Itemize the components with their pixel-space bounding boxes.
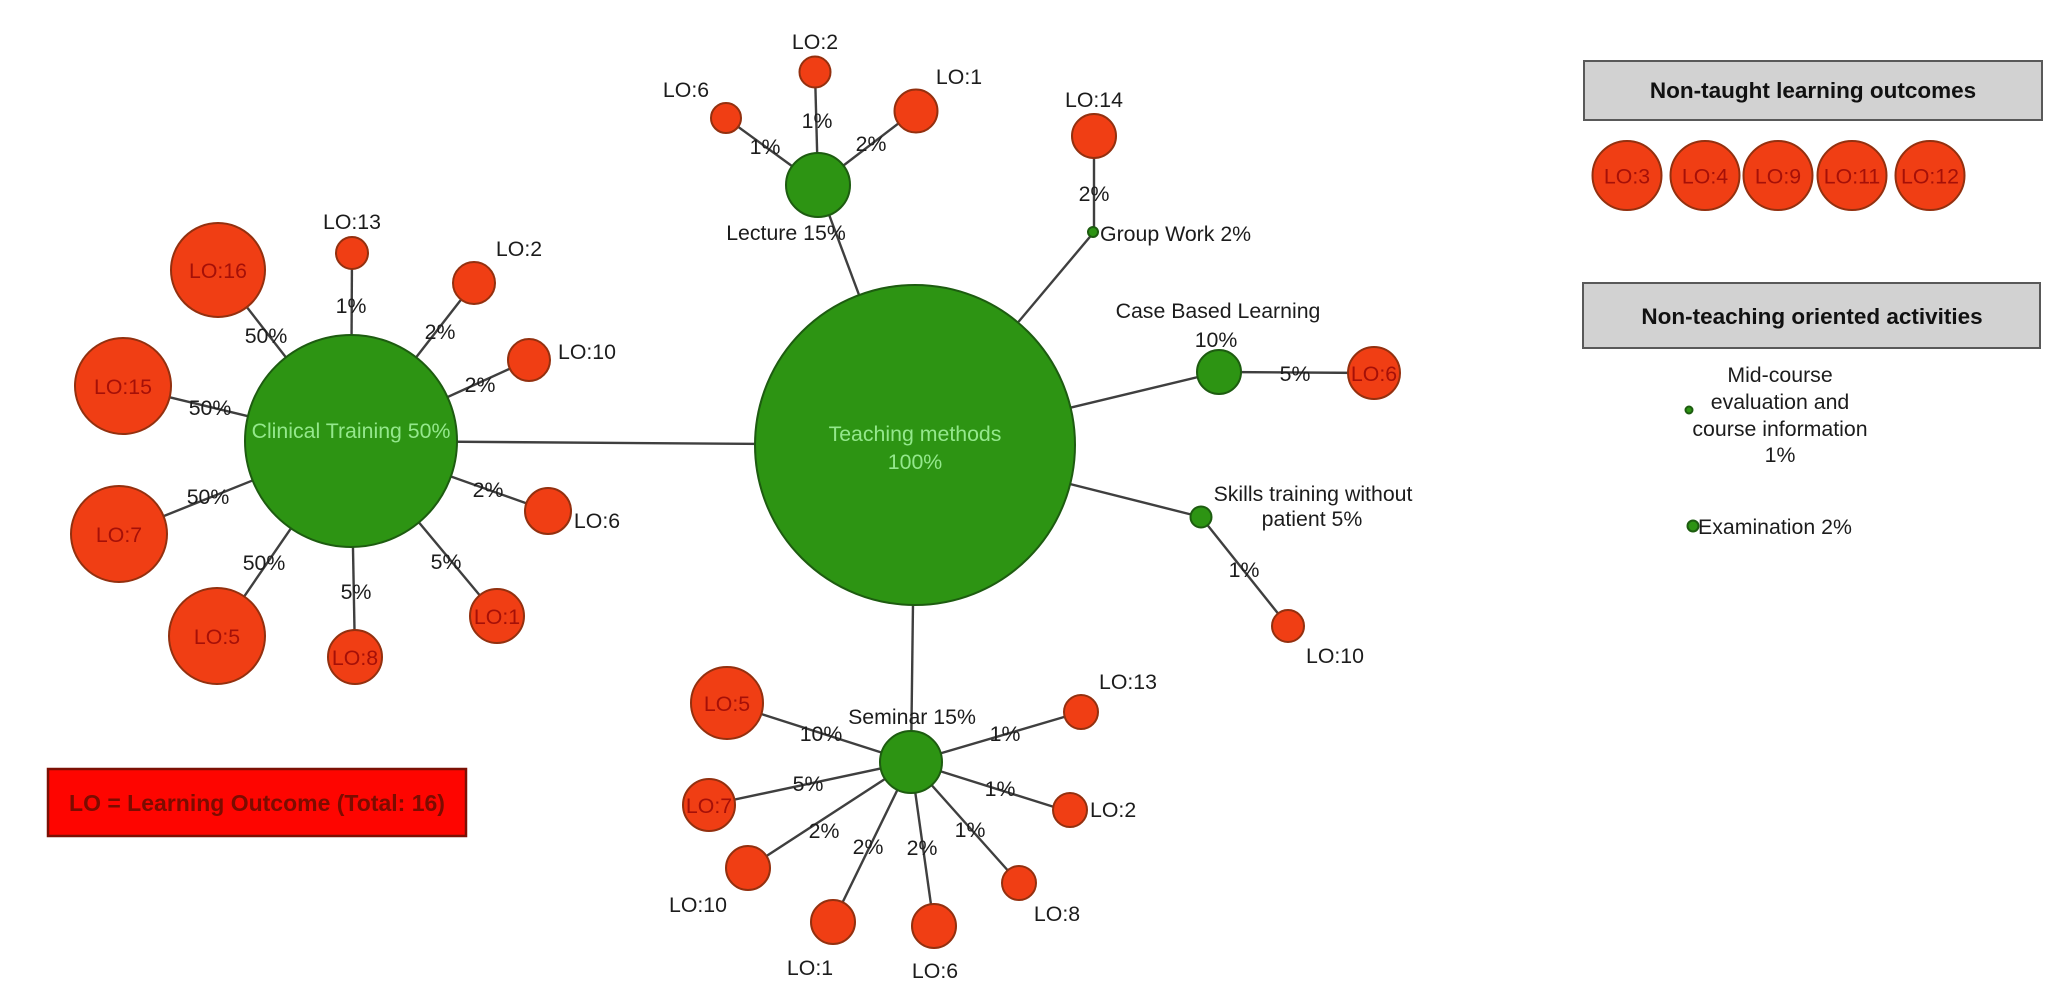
svg-text:1%: 1% <box>1229 558 1260 582</box>
svg-text:LO = Learning Outcome (Total:: LO = Learning Outcome (Total: 16) <box>69 790 445 816</box>
svg-text:LO:1: LO:1 <box>474 605 520 629</box>
svg-text:Seminar 15%: Seminar 15% <box>848 705 976 729</box>
svg-text:2%: 2% <box>809 819 840 843</box>
svg-text:5%: 5% <box>431 550 462 574</box>
svg-text:10%: 10% <box>1195 328 1238 352</box>
svg-text:LO:1: LO:1 <box>787 956 833 980</box>
svg-text:1%: 1% <box>750 135 781 159</box>
svg-text:2%: 2% <box>425 320 456 344</box>
svg-text:Non-teaching oriented activiti: Non-teaching oriented activities <box>1641 304 1982 329</box>
svg-text:LO:6: LO:6 <box>663 78 709 102</box>
svg-text:10%: 10% <box>800 722 843 746</box>
svg-text:LO:2: LO:2 <box>792 30 838 54</box>
svg-text:LO:1: LO:1 <box>936 65 982 89</box>
svg-text:1%: 1% <box>1765 443 1796 467</box>
svg-text:Teaching methods: Teaching methods <box>829 422 1002 446</box>
svg-text:LO:9: LO:9 <box>1755 165 1801 189</box>
svg-text:LO:6: LO:6 <box>574 509 620 533</box>
svg-text:LO:16: LO:16 <box>189 259 247 283</box>
svg-text:LO:5: LO:5 <box>194 625 240 649</box>
svg-text:1%: 1% <box>802 109 833 133</box>
svg-text:2%: 2% <box>1079 182 1110 206</box>
svg-text:50%: 50% <box>245 324 288 348</box>
svg-text:LO:14: LO:14 <box>1065 88 1123 112</box>
svg-text:LO:13: LO:13 <box>323 210 381 234</box>
svg-text:2%: 2% <box>907 836 938 860</box>
svg-text:5%: 5% <box>1280 362 1311 386</box>
svg-text:LO:12: LO:12 <box>1901 165 1959 189</box>
svg-text:5%: 5% <box>341 580 372 604</box>
svg-text:50%: 50% <box>189 396 232 420</box>
svg-text:evaluation and: evaluation and <box>1711 390 1850 414</box>
svg-text:1%: 1% <box>985 777 1016 801</box>
svg-text:2%: 2% <box>856 132 887 156</box>
svg-text:Mid-course: Mid-course <box>1727 363 1832 387</box>
svg-text:2%: 2% <box>853 835 884 859</box>
svg-text:100%: 100% <box>888 450 943 474</box>
svg-text:patient 5%: patient 5% <box>1262 507 1363 531</box>
svg-text:LO:3: LO:3 <box>1604 165 1650 189</box>
svg-text:LO:13: LO:13 <box>1099 670 1157 694</box>
svg-text:1%: 1% <box>336 294 367 318</box>
svg-text:LO:10: LO:10 <box>669 893 727 917</box>
svg-text:50%: 50% <box>187 485 230 509</box>
svg-text:50%: 50% <box>243 551 286 575</box>
svg-text:LO:4: LO:4 <box>1682 165 1728 189</box>
svg-text:LO:2: LO:2 <box>1090 798 1136 822</box>
svg-text:LO:8: LO:8 <box>332 646 378 670</box>
svg-text:Lecture 15%: Lecture 15% <box>726 221 846 245</box>
svg-text:Clinical Training 50%: Clinical Training 50% <box>252 419 451 443</box>
svg-text:LO:10: LO:10 <box>558 340 616 364</box>
svg-text:1%: 1% <box>990 722 1021 746</box>
svg-text:LO:10: LO:10 <box>1306 644 1364 668</box>
svg-text:LO:2: LO:2 <box>496 237 542 261</box>
svg-text:Case Based Learning: Case Based Learning <box>1116 299 1321 323</box>
svg-text:2%: 2% <box>473 478 504 502</box>
svg-text:Non-taught learning outcomes: Non-taught learning outcomes <box>1650 78 1976 103</box>
svg-text:course information: course information <box>1692 417 1867 441</box>
svg-text:LO:6: LO:6 <box>1351 362 1397 386</box>
svg-text:Examination 2%: Examination 2% <box>1698 515 1852 539</box>
svg-text:Skills training without: Skills training without <box>1214 482 1413 506</box>
svg-text:LO:7: LO:7 <box>96 523 142 547</box>
svg-text:LO:11: LO:11 <box>1824 165 1880 189</box>
svg-text:5%: 5% <box>793 772 824 796</box>
svg-text:LO:7: LO:7 <box>686 794 732 818</box>
svg-text:Group Work 2%: Group Work 2% <box>1100 222 1251 246</box>
svg-text:LO:6: LO:6 <box>912 959 958 983</box>
svg-text:2%: 2% <box>465 373 496 397</box>
svg-text:LO:5: LO:5 <box>704 692 750 716</box>
svg-text:LO:15: LO:15 <box>94 375 152 399</box>
svg-text:1%: 1% <box>955 818 986 842</box>
svg-text:LO:8: LO:8 <box>1034 902 1080 926</box>
